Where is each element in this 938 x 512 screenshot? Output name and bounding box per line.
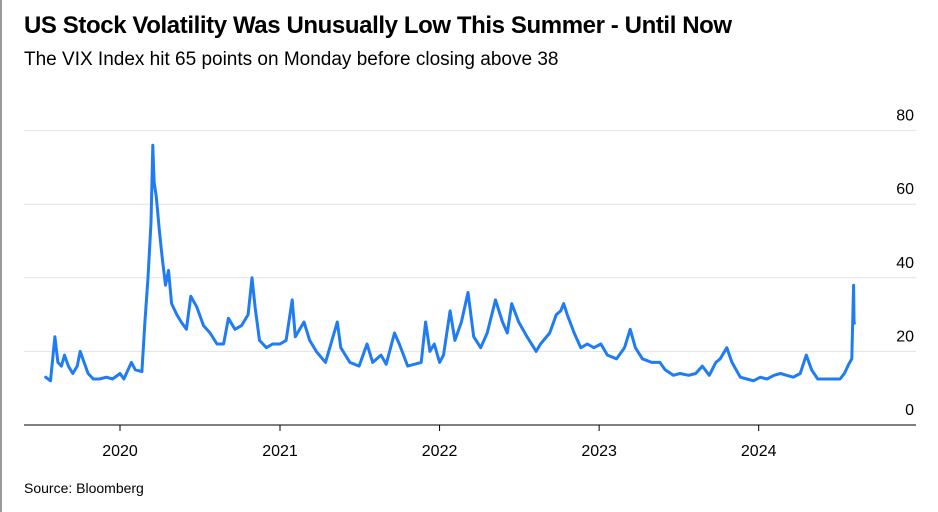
gridlines bbox=[24, 130, 916, 352]
x-tick-label-2020: 2020 bbox=[102, 443, 138, 460]
x-tick-label-2023: 2023 bbox=[581, 443, 617, 460]
y-tick-label-60: 60 bbox=[896, 181, 914, 198]
x-tick-label-2021: 2021 bbox=[262, 443, 298, 460]
y-tick-label-80: 80 bbox=[896, 108, 914, 125]
chart-title: US Stock Volatility Was Unusually Low Th… bbox=[24, 12, 732, 39]
y-tick-label-0: 0 bbox=[905, 402, 914, 419]
x-tick-label-2024: 2024 bbox=[741, 443, 777, 460]
chart-subtitle: The VIX Index hit 65 points on Monday be… bbox=[24, 49, 559, 70]
y-axis-tick-labels: 0 20 40 60 80 bbox=[896, 108, 914, 419]
x-tick-label-2022: 2022 bbox=[422, 443, 458, 460]
left-border-rule bbox=[0, 0, 2, 512]
y-tick-label-20: 20 bbox=[896, 328, 914, 345]
vix-series-line bbox=[44, 143, 856, 383]
source-note: Source: Bloomberg bbox=[24, 480, 144, 496]
series-group bbox=[44, 143, 856, 383]
x-axis: 2020 2021 2022 2023 2024 bbox=[24, 424, 916, 460]
y-tick-label-40: 40 bbox=[896, 255, 914, 272]
